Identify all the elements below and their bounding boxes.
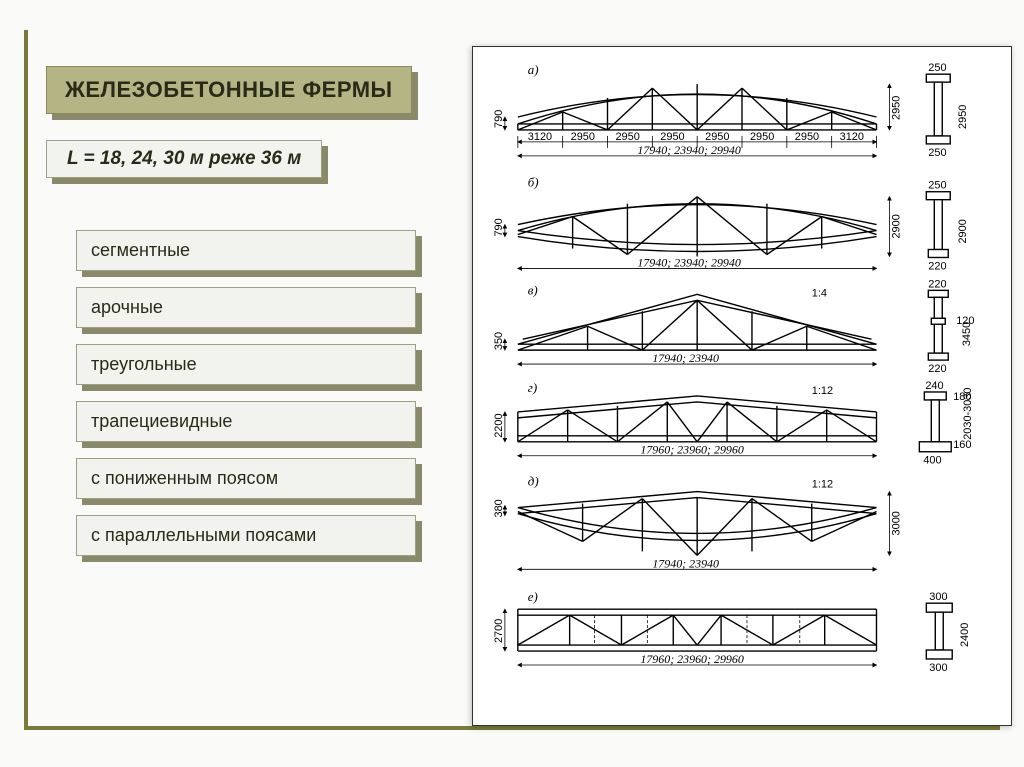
slope: 1:12	[812, 385, 833, 397]
diagram-panel: а)	[472, 46, 1012, 726]
list-item: сегментные	[76, 230, 416, 271]
dim: 2030-3030	[962, 387, 974, 439]
diagram-label: в)	[528, 282, 538, 297]
dim: 240	[925, 380, 943, 392]
truss-diagrams-svg: а)	[473, 47, 1011, 725]
total-dim: 17960; 23960; 29960	[640, 443, 743, 457]
dim: 3000	[890, 511, 902, 535]
dim: 2900	[890, 214, 902, 238]
slope: 1:4	[812, 287, 827, 299]
dim: 2950	[615, 131, 639, 143]
diagram-label: б)	[528, 175, 539, 190]
list-item: трапециевидные	[76, 401, 416, 442]
dim: 250	[928, 62, 946, 74]
dim: 300	[929, 591, 947, 603]
subtitle-block: L = 18, 24, 30 м реже 36 м	[46, 140, 322, 178]
list-item: с пониженным поясом	[76, 458, 416, 499]
dim: 3450	[961, 322, 973, 346]
truss-type-list: сегментные арочные треугольные трапециев…	[76, 230, 416, 556]
total-dim: 17940; 23940; 29940	[637, 143, 740, 157]
dim: 400	[923, 455, 941, 467]
dim: 220	[928, 260, 946, 272]
total-dim: 17940; 23940; 29940	[637, 255, 740, 269]
dim: 2950	[705, 131, 729, 143]
subtitle-text: L = 18, 24, 30 м реже 36 м	[46, 140, 322, 178]
dim: 790	[493, 110, 505, 128]
total-dim: 17940; 23940	[652, 351, 719, 365]
dim: 2950	[890, 96, 902, 120]
list-item: треугольные	[76, 344, 416, 385]
total-dim: 17960; 23960; 29960	[640, 652, 743, 666]
list-item: с параллельными поясами	[76, 515, 416, 556]
dim: 3120	[840, 131, 864, 143]
title-block: ЖЕЛЕЗОБЕТОННЫЕ ФЕРМЫ	[46, 66, 412, 114]
dim: 2200	[493, 413, 505, 437]
page-title: ЖЕЛЕЗОБЕТОННЫЕ ФЕРМЫ	[46, 66, 412, 114]
dim: 2400	[959, 623, 971, 647]
dim: 2950	[571, 131, 595, 143]
slope: 1:12	[812, 479, 833, 491]
dim: 220	[928, 363, 946, 375]
dim: 250	[928, 147, 946, 159]
total-dim: 17940; 23940	[652, 556, 719, 570]
diagram-label: д)	[528, 474, 539, 489]
dim: 790	[493, 218, 505, 236]
dim: 2950	[795, 131, 819, 143]
dim: 3120	[528, 131, 552, 143]
dim: 350	[493, 332, 505, 350]
dim: 250	[928, 180, 946, 192]
dim: 2700	[493, 619, 505, 643]
dim: 2950	[750, 131, 774, 143]
dim: 300	[929, 662, 947, 674]
dim: 220	[928, 278, 946, 290]
diagram-label: е)	[528, 589, 538, 604]
list-item: арочные	[76, 287, 416, 328]
dim: 2900	[957, 219, 969, 243]
dim: 380	[493, 499, 505, 517]
diagram-label: г)	[528, 380, 537, 395]
dim: 2950	[660, 131, 684, 143]
page-frame: ЖЕЛЕЗОБЕТОННЫЕ ФЕРМЫ L = 18, 24, 30 м ре…	[24, 30, 1000, 730]
dim: 2950	[957, 105, 969, 129]
diagram-label: а)	[528, 62, 539, 77]
